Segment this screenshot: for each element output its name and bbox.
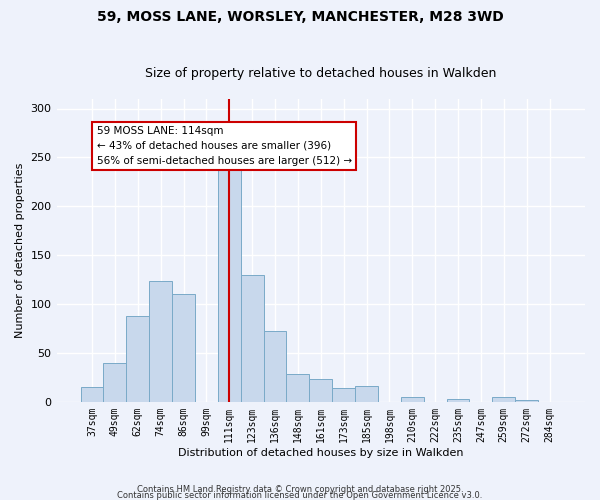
Bar [263, 332, 286, 402]
Bar [149, 280, 172, 402]
Text: 59, MOSS LANE, WORSLEY, MANCHESTER, M28 3WD: 59, MOSS LANE, WORSLEY, MANCHESTER, M28 … [97, 10, 503, 24]
Bar [355, 386, 378, 402]
Bar [401, 397, 424, 402]
Text: Contains HM Land Registry data © Crown copyright and database right 2025.: Contains HM Land Registry data © Crown c… [137, 484, 463, 494]
Bar [286, 374, 310, 402]
Bar [310, 380, 332, 402]
Text: Contains public sector information licensed under the Open Government Licence v3: Contains public sector information licen… [118, 490, 482, 500]
X-axis label: Distribution of detached houses by size in Walkden: Distribution of detached houses by size … [178, 448, 464, 458]
Bar [80, 387, 103, 402]
Bar [127, 316, 149, 402]
Bar [493, 397, 515, 402]
Bar [103, 362, 127, 402]
Bar [515, 400, 538, 402]
Bar [332, 388, 355, 402]
Y-axis label: Number of detached properties: Number of detached properties [15, 162, 25, 338]
Bar [446, 399, 469, 402]
Text: 59 MOSS LANE: 114sqm
← 43% of detached houses are smaller (396)
56% of semi-deta: 59 MOSS LANE: 114sqm ← 43% of detached h… [97, 126, 352, 166]
Bar [218, 165, 241, 402]
Bar [172, 294, 195, 402]
Title: Size of property relative to detached houses in Walkden: Size of property relative to detached ho… [145, 66, 496, 80]
Bar [241, 274, 263, 402]
